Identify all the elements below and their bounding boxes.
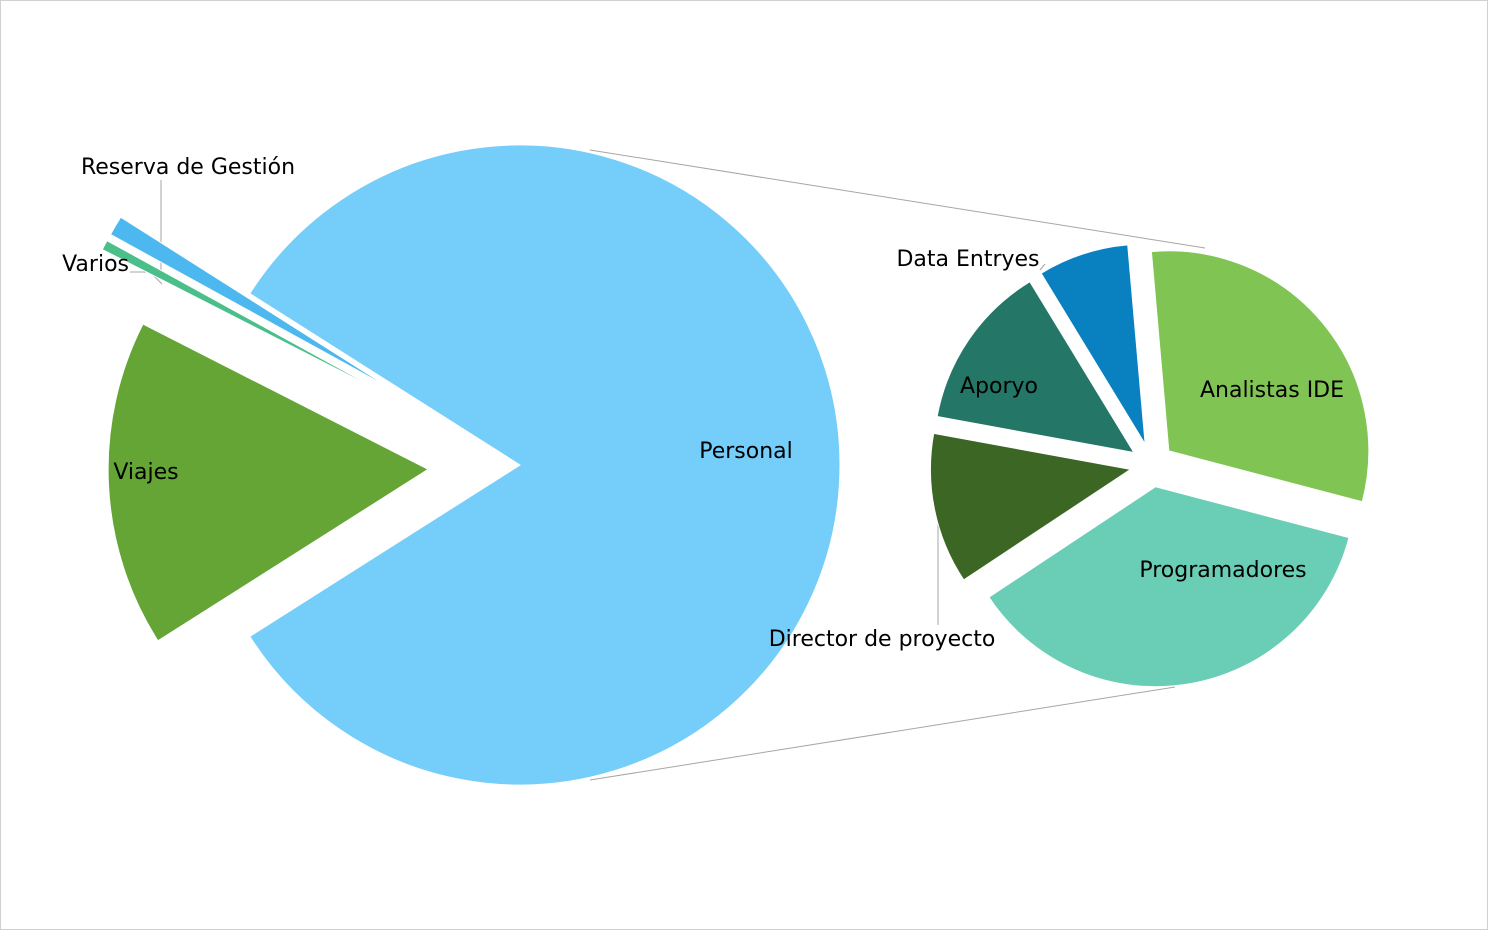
slice-label: Programadores [1139, 558, 1306, 583]
slice-label: Aporyo [960, 374, 1038, 399]
pie-slice [249, 144, 841, 786]
pie-slice [929, 432, 1132, 581]
slice-label: Analistas IDE [1200, 378, 1344, 403]
pie-slice [101, 239, 388, 396]
pie-slice [1150, 250, 1370, 503]
slice-label: Varios [62, 252, 129, 277]
slice-label: Reserva de Gestión [81, 155, 295, 180]
leader-line [1039, 263, 1046, 271]
slice-label: Director de proyecto [769, 627, 996, 652]
connector-line [589, 686, 1176, 781]
pie-slice [109, 216, 392, 390]
connector-line [589, 149, 1206, 249]
pie-slice [936, 281, 1135, 454]
pie-slice [988, 486, 1350, 688]
slice-label: Viajes [113, 460, 178, 485]
pie-slice [107, 323, 430, 642]
slice-label: Personal [699, 439, 793, 464]
slice-label: Data Entryes [896, 247, 1039, 272]
pie-slice [1040, 244, 1146, 445]
